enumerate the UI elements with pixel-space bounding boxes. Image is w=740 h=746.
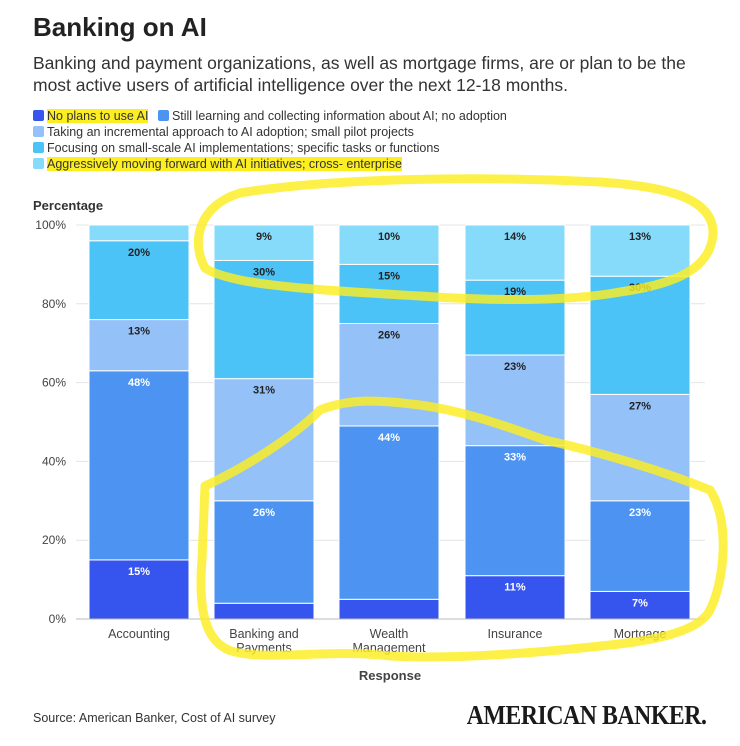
bar-segment-banking-and-payments-aggressive <box>213 224 315 261</box>
chart-title: Banking on AI <box>33 12 207 42</box>
bar-segment-mortgage-aggressive <box>589 224 691 277</box>
x-tick-label: Wealth <box>370 627 409 641</box>
x-axis-title: Response <box>359 668 421 683</box>
legend-label-aggressive: Aggressively moving forward with AI init… <box>47 157 402 171</box>
source-note: Source: American Banker, Cost of AI surv… <box>33 711 276 725</box>
highlighter-annotations <box>193 174 728 662</box>
data-label: 31% <box>253 385 275 397</box>
legend-label-incremental: Taking an incremental approach to AI ado… <box>47 125 414 139</box>
axis-layer: Percentage 0% 20% 40% 60% 80% 100% Accounting Ba… <box>33 198 705 683</box>
y-tick-label: 20% <box>42 533 66 547</box>
y-tick-label: 0% <box>49 612 67 626</box>
american-banker-logo: AMERICAN BANKER. <box>467 700 707 730</box>
highlighter-loop-bottom <box>196 396 728 662</box>
y-tick-label: 80% <box>42 297 66 311</box>
legend-swatch-no-plans <box>33 110 44 121</box>
data-label: 15% <box>128 566 150 578</box>
data-label: 27% <box>629 400 651 412</box>
y-tick-label: 60% <box>42 376 66 390</box>
bar-segment-insurance-still_learning <box>464 445 566 577</box>
data-label: 48% <box>128 377 150 389</box>
legend-swatch-aggressive <box>33 158 44 169</box>
bar-segment-wealth-management-aggressive <box>338 224 440 265</box>
legend-label-still-learning: Still learning and collecting informatio… <box>171 109 507 123</box>
legend-item-focusing: Focusing on small-scale AI implementatio… <box>33 140 440 156</box>
bar-segment-accounting-still_learning <box>88 370 190 561</box>
legend-swatch-incremental <box>33 126 44 137</box>
legend-row-2: Taking an incremental approach to AI ado… <box>33 124 723 140</box>
legend-item-incremental: Taking an incremental approach to AI ado… <box>33 124 414 140</box>
bar-segment-insurance-aggressive <box>464 224 566 281</box>
bar-segment-wealth-management-still_learning <box>338 425 440 600</box>
data-label: 11% <box>504 582 526 594</box>
data-label: 26% <box>253 507 275 519</box>
data-label: 20% <box>128 247 150 259</box>
legend-row-3: Focusing on small-scale AI implementatio… <box>33 140 723 156</box>
bar-segment-mortgage-incremental <box>589 393 691 502</box>
data-label: 15% <box>378 270 400 282</box>
legend-item-no-plans: No plans to use AI <box>33 108 149 124</box>
data-label: 44% <box>378 432 400 444</box>
data-label: 23% <box>629 507 651 519</box>
data-label: 7% <box>632 597 648 609</box>
data-label: 9% <box>256 231 272 243</box>
bar-segment-insurance-focusing <box>464 279 566 356</box>
data-label: 30% <box>253 266 275 278</box>
legend-swatch-still-learning <box>157 110 169 121</box>
legend-label-no-plans: No plans to use AI <box>47 109 149 123</box>
data-label: 23% <box>504 361 526 373</box>
data-label: 13% <box>629 231 651 243</box>
bars-layer <box>88 224 691 620</box>
bar-segment-wealth-management-no_plans <box>338 598 440 620</box>
bar-segment-accounting-incremental <box>88 319 190 372</box>
data-label: 26% <box>378 330 400 342</box>
data-label: 10% <box>378 231 400 243</box>
data-label: 13% <box>128 326 150 338</box>
y-tick-label: 40% <box>42 454 66 468</box>
bar-segment-accounting-aggressive <box>88 224 190 242</box>
bar-segment-mortgage-still_learning <box>589 500 691 592</box>
bar-segment-accounting-no_plans <box>88 559 190 620</box>
data-label: 33% <box>504 452 526 464</box>
x-tick-label: Accounting <box>108 627 170 641</box>
bar-segment-mortgage-no_plans <box>589 590 691 620</box>
bar-segment-banking-and-payments-no_plans <box>213 602 315 620</box>
legend-swatch-focusing <box>33 142 44 153</box>
bar-segment-banking-and-payments-still_learning <box>213 500 315 604</box>
y-axis-title: Percentage <box>33 198 103 213</box>
data-label: 14% <box>504 231 526 243</box>
highlighter-loop-top <box>193 174 718 305</box>
bar-segment-banking-and-payments-incremental <box>213 378 315 502</box>
legend: No plans to use AI Still learning and co… <box>33 108 723 172</box>
bar-segment-insurance-no_plans <box>464 575 566 620</box>
legend-item-aggressive: Aggressively moving forward with AI init… <box>33 156 402 172</box>
chart-subtitle: Banking and payment organizations, as we… <box>33 53 686 95</box>
legend-label-focusing: Focusing on small-scale AI implementatio… <box>47 141 440 155</box>
y-tick-label: 100% <box>35 218 66 232</box>
x-tick-label: Insurance <box>488 627 543 641</box>
legend-row-1: No plans to use AI Still learning and co… <box>33 108 723 124</box>
x-tick-label: Banking and <box>229 627 299 641</box>
bar-segment-accounting-focusing <box>88 240 190 321</box>
legend-row-4: Aggressively moving forward with AI init… <box>33 156 723 172</box>
legend-item-still-learning: Still learning and collecting informatio… <box>157 108 507 124</box>
